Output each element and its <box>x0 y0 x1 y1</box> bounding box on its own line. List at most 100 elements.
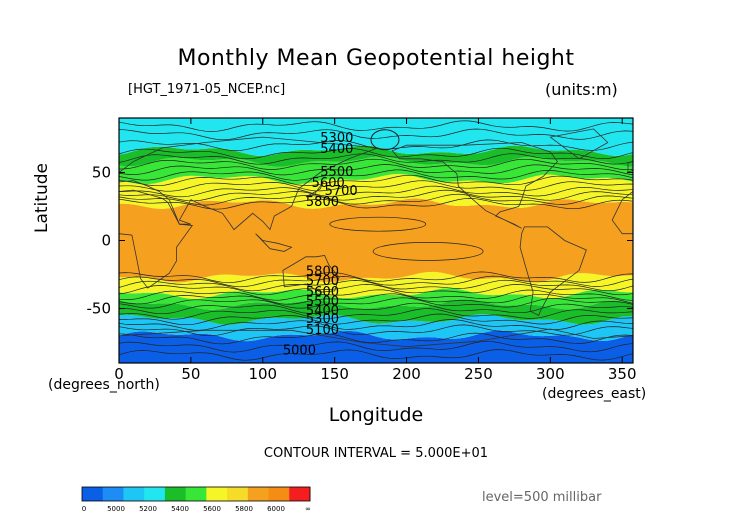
contour-line-11 <box>119 284 633 296</box>
contour-label-9: 5500 <box>306 294 339 309</box>
contour-line-1 <box>119 340 633 353</box>
colorbar-tick-1: 5000 <box>107 505 125 513</box>
contour-label-7: 5700 <box>306 274 339 289</box>
x-tick-label-150: 150 <box>320 365 349 383</box>
contour-line-13 <box>119 275 633 288</box>
contour-label-8: 5600 <box>306 285 339 300</box>
y-tick-label--50: -50 <box>87 300 112 318</box>
coast-north-america <box>391 142 559 229</box>
contour-labels: 5300540055005600570058005800570056005500… <box>283 131 358 358</box>
x-tick-label-200: 200 <box>392 365 421 383</box>
colorbar-swatch-9 <box>268 487 290 501</box>
band-8 <box>119 145 633 167</box>
contour-low-loop <box>370 129 400 151</box>
contour-label-6: 5800 <box>306 264 339 279</box>
contour-line-2 <box>119 332 633 345</box>
contour-line-4 <box>119 319 633 331</box>
x-tick-label-50: 50 <box>181 365 200 383</box>
colorbar-swatch-2 <box>123 487 145 501</box>
coast-greenland <box>549 128 609 160</box>
colorbar-swatch-1 <box>102 487 124 501</box>
band-0 <box>119 330 633 363</box>
contour-line-28 <box>119 120 633 132</box>
colorbar-frame <box>81 486 311 502</box>
band-7 <box>119 156 633 185</box>
contour-lines <box>119 120 633 361</box>
contour-line-25 <box>119 147 633 160</box>
contour-line-20 <box>119 174 633 187</box>
coast-australia <box>282 255 340 293</box>
contour-line-17 <box>119 189 633 202</box>
colorbar-tick-6: 6000 <box>267 505 285 513</box>
y-tick-label-0: 0 <box>101 232 111 250</box>
band-2 <box>119 299 633 325</box>
y-axis-label: Latitude <box>32 163 52 233</box>
coastlines <box>119 128 633 363</box>
x-tick-label-300: 300 <box>536 365 565 383</box>
colorbar-tick-2: 5200 <box>139 505 157 513</box>
colorbar-tick-7: ∞ <box>305 505 311 513</box>
contour-line-5 <box>119 313 633 326</box>
contour-loop-2 <box>329 216 427 232</box>
contour-line-19 <box>119 180 633 192</box>
contour-line-23 <box>119 158 633 170</box>
y-tick-label-50: 50 <box>92 163 111 181</box>
contour-loop <box>372 242 484 261</box>
x-tick-label-0: 0 <box>114 365 124 383</box>
contour-line-15 <box>119 198 633 210</box>
colorbar-swatch-5 <box>185 487 207 501</box>
contour-label-0: 5300 <box>320 131 353 146</box>
coast-south-america <box>519 226 587 316</box>
colorbar-swatch-0 <box>82 487 104 501</box>
axis-ticks: 0 50 100 150 200 250 300 350 -50 0 50 <box>87 118 637 383</box>
band-6 <box>119 173 633 209</box>
contour-line-27 <box>119 128 633 141</box>
contour-line-9 <box>119 293 633 305</box>
contour-line-14 <box>119 271 633 284</box>
level-label: level=500 millibar <box>482 490 602 505</box>
colorbar-swatch-6 <box>206 487 228 501</box>
contour-label-4: 5700 <box>325 184 358 199</box>
contour-line-21 <box>119 169 633 181</box>
coast-antarctica <box>119 328 633 363</box>
contour-label-5: 5800 <box>306 195 339 210</box>
band-3 <box>119 288 633 310</box>
contour-line-16 <box>119 193 633 206</box>
colorbar-swatch-7 <box>227 487 249 501</box>
coast-uk <box>627 161 633 174</box>
contour-line-7 <box>119 302 633 315</box>
contour-label-1: 5400 <box>320 142 353 157</box>
file-label: [HGT_1971-05_NCEP.nc] <box>128 82 286 97</box>
coast-africa-west <box>611 190 633 235</box>
contour-label-13: 5000 <box>283 343 316 358</box>
contour-line-24 <box>119 153 633 165</box>
colorbar-swatch-3 <box>144 487 166 501</box>
colorbar-swatch-8 <box>247 487 270 501</box>
colorbar-tick-3: 5400 <box>171 505 189 513</box>
contour-line-18 <box>119 185 633 198</box>
height-bands <box>119 118 633 363</box>
contour-line-6 <box>119 308 633 320</box>
coast-indonesia <box>255 233 293 252</box>
contour-line-3 <box>119 324 633 337</box>
x-tick-label-100: 100 <box>248 365 277 383</box>
chart-title: Monthly Mean Geopotential height <box>177 46 575 71</box>
band-1 <box>119 314 633 342</box>
contour-line-8 <box>119 297 633 309</box>
coast-africa <box>119 189 194 289</box>
contour-line-12 <box>119 279 633 292</box>
contour-label-2: 5500 <box>320 165 353 180</box>
band-5 <box>119 198 633 283</box>
x-axis-units: (degrees_east) <box>542 386 647 402</box>
contour-label-3: 5600 <box>312 176 345 191</box>
contour-interval: CONTOUR INTERVAL = 5.000E+01 <box>263 446 489 461</box>
contour-line-22 <box>119 164 633 176</box>
contour-label-11: 5300 <box>306 312 339 327</box>
units-label: (units:m) <box>545 80 618 99</box>
x-tick-label-350: 350 <box>608 365 637 383</box>
contour-line-0 <box>119 349 633 361</box>
x-tick-label-250: 250 <box>464 365 493 383</box>
x-axis-label: Longitude <box>328 404 424 426</box>
coast-japan <box>305 181 324 198</box>
